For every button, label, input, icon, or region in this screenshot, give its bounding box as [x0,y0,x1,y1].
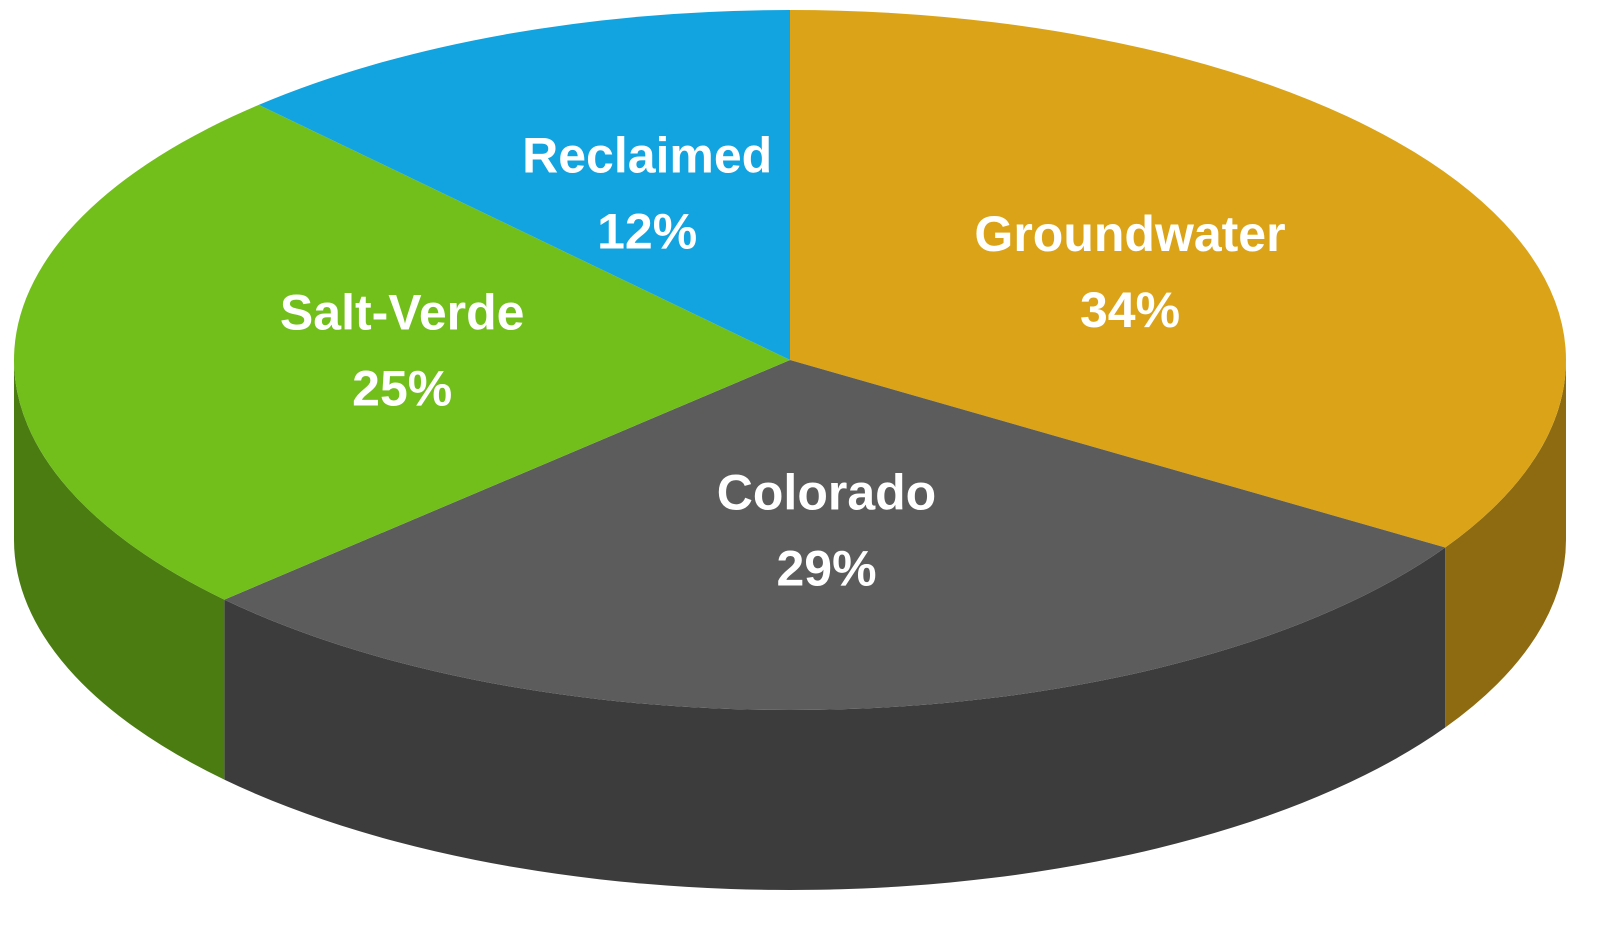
slice [224,360,1446,710]
slice-side [224,547,1446,891]
value-label: 12% [597,203,697,259]
slice-side [14,360,225,780]
slice-side [1445,360,1566,728]
value-label: 34% [1080,282,1180,338]
slice-label: Groundwater [974,206,1285,262]
slice [13,104,791,600]
slice-label: Reclaimed [522,127,772,183]
value-label: 25% [352,361,452,417]
slice [258,10,790,360]
slice-label: Colorado [717,464,936,520]
value-label: 29% [776,540,876,596]
slice-label: Salt-Verde [280,285,525,341]
slice [790,10,1566,548]
